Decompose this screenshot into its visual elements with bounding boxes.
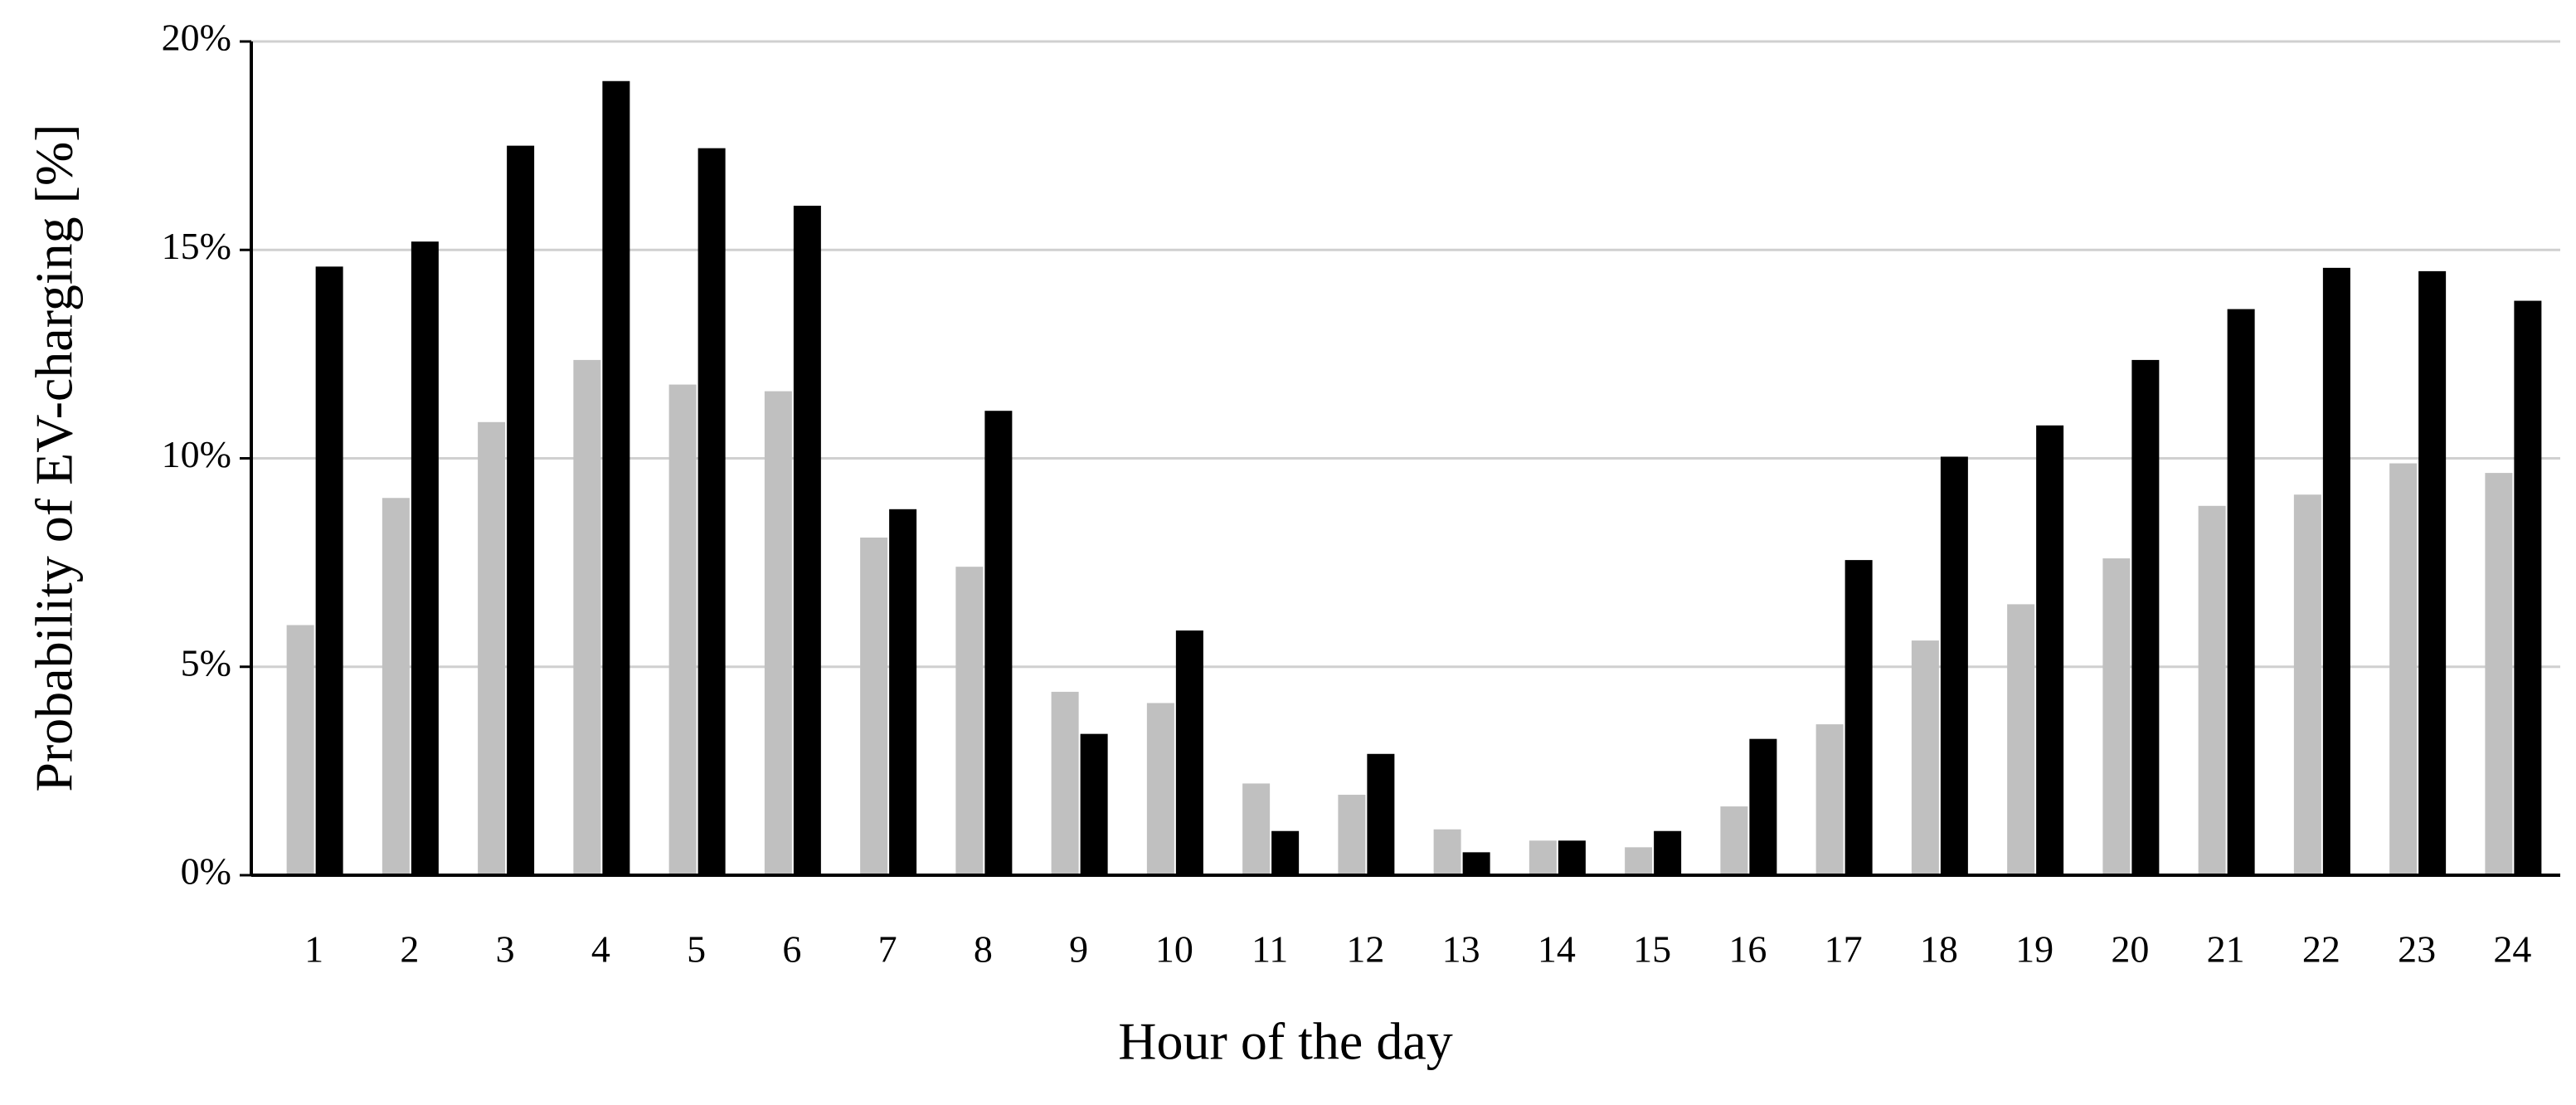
x-tick-label: 8 [974,928,993,971]
x-tick-label: 24 [2493,928,2531,971]
bar [2036,425,2064,875]
bar [2007,604,2035,875]
bar [2514,300,2542,875]
x-tick-label: 13 [1442,928,1480,971]
x-axis-title: Hour of the day [1118,1012,1452,1071]
x-tick-label: 4 [591,928,610,971]
bar [1242,783,1271,875]
y-axis-title: Probability of EV-charging [%] [25,124,84,791]
y-tick-label: 5% [181,641,231,684]
x-tick-label: 6 [782,928,801,971]
bar [793,205,821,876]
bar [1433,829,1461,875]
bar [1845,560,1873,875]
bar [2322,267,2350,875]
bar [1462,852,1490,875]
x-tick-label: 19 [2015,928,2054,971]
bar [2389,463,2418,875]
bar [411,241,439,875]
x-tick-label: 20 [2111,928,2149,971]
x-tick-label: 3 [496,928,515,971]
bar [1749,738,1777,875]
bar [2102,558,2131,875]
x-tick-label: 23 [2398,928,2436,971]
bar [955,567,984,875]
x-tick-label: 9 [1069,928,1088,971]
bar [478,421,506,876]
y-tick-label: 0% [181,850,231,893]
bar [1175,630,1203,875]
bar [889,509,917,875]
bar [1338,795,1366,875]
bar [1051,691,1079,875]
x-tick-label: 10 [1155,928,1193,971]
x-tick-label: 17 [1825,928,1863,971]
x-tick-label: 7 [878,928,897,971]
bar [2485,473,2513,875]
bar [1367,753,1395,875]
x-tick-label: 16 [1728,928,1767,971]
bar [602,80,630,876]
bar [860,537,888,875]
y-tick-label: 10% [162,433,231,475]
bar [764,391,792,875]
x-tick-label: 14 [1538,928,1576,971]
x-tick-label: 22 [2302,928,2340,971]
bar [573,359,601,875]
bar [1529,840,1557,875]
x-tick-label: 18 [1920,928,1958,971]
bar [315,266,343,876]
bar [286,625,314,875]
bar [2227,309,2255,876]
bar [2131,359,2160,875]
bar [1720,806,1748,875]
bar [984,411,1013,876]
x-tick-label: 1 [304,928,323,971]
bar [1654,830,1682,875]
bar [2418,270,2447,875]
bar [1625,847,1653,875]
x-tick-label: 11 [1252,928,1288,971]
bar [1815,724,1844,875]
bar [507,145,535,875]
bar [2293,494,2321,875]
y-tick-label: 15% [162,225,231,267]
bar [2198,505,2226,875]
x-tick-label: 15 [1633,928,1671,971]
x-tick-label: 2 [400,928,419,971]
x-tick-label: 12 [1346,928,1384,971]
bar [1911,640,1939,875]
bar [1558,840,1586,875]
bar [668,384,697,875]
x-tick-label: 5 [687,928,706,971]
bar [1146,703,1174,875]
bar [697,148,726,875]
y-tick-label: 20% [162,17,231,59]
bar [382,498,410,875]
x-tick-label: 21 [2207,928,2245,971]
bar [1940,456,1968,875]
bar [1271,830,1300,875]
bar [1080,733,1108,875]
